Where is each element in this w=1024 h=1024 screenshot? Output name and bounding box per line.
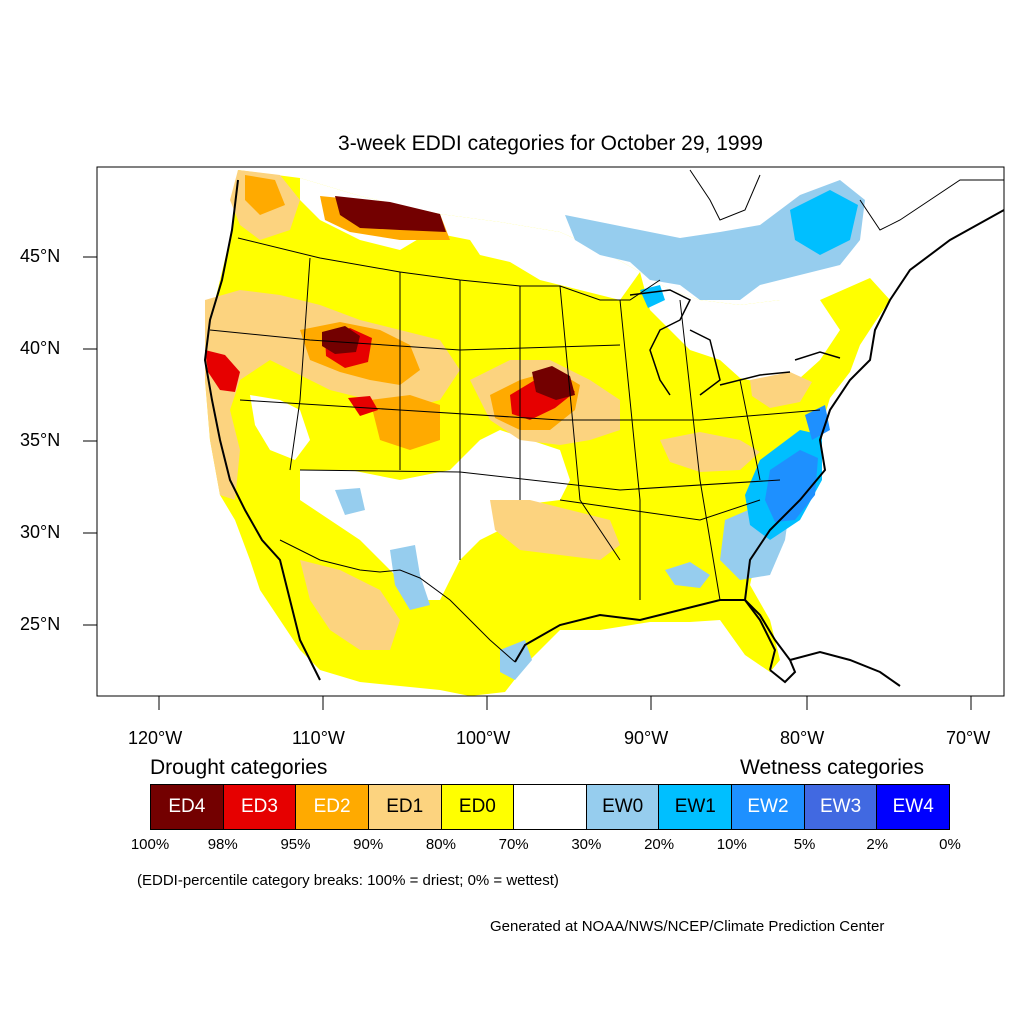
ed4-zone-montana xyxy=(335,196,446,232)
us-mexico-border xyxy=(279,539,516,663)
ed1-zone-south xyxy=(490,500,620,560)
lat-label-30: 30°N xyxy=(20,522,61,542)
ed3-zone-utah xyxy=(348,396,378,416)
ed1-zone-mexico xyxy=(300,560,400,650)
color-legend: ED4 ED3 ED2 ED1 ED0 EW0 EW1 EW2 EW3 EW4 xyxy=(150,784,950,830)
ew1-zone-quebec xyxy=(790,190,858,255)
cuba-coast xyxy=(789,650,901,687)
wetness-heading: Wetness categories xyxy=(740,756,925,779)
map-title: 3-week EDDI categories for October 29, 1… xyxy=(338,132,763,155)
ed4-zone-nebraska xyxy=(532,366,575,400)
legend-break-label: 95% xyxy=(280,836,311,853)
legend-break-label: 20% xyxy=(644,836,675,853)
legend-box-ew1: EW1 xyxy=(659,785,733,829)
ew2-zone-carolinas xyxy=(765,450,818,522)
great-lakes xyxy=(629,289,841,396)
legend-break-label: 0% xyxy=(939,836,961,853)
ew0-zone-mexico xyxy=(390,545,430,610)
lon-label-90w: 90°W xyxy=(624,728,669,748)
legend-break-label: 90% xyxy=(353,836,384,853)
state-line-1 xyxy=(289,257,761,601)
legend-box-ew3: EW3 xyxy=(804,785,878,829)
legend-break-label: 10% xyxy=(716,836,747,853)
ed1-zone-northeast xyxy=(750,372,812,408)
lat-label-45: 45°N xyxy=(20,246,61,266)
legend-box-ew2: EW2 xyxy=(732,785,805,829)
normal-patch-west xyxy=(250,395,310,460)
lon-label-120w: 120°W xyxy=(128,728,183,748)
canada-coast xyxy=(689,169,1004,231)
percentile-note: (EDDI-percentile category breaks: 100% =… xyxy=(137,872,559,889)
boundaries xyxy=(203,169,1004,687)
legend-box-ed1: ED1 xyxy=(368,785,442,829)
lon-label-110w: 110°W xyxy=(292,728,345,748)
legend-break-label: 30% xyxy=(571,836,602,853)
credit-line: Generated at NOAA/NWS/NCEP/Climate Predi… xyxy=(490,918,885,935)
west-coastline xyxy=(203,179,321,681)
map-frame xyxy=(96,166,1005,697)
legend-break-label: 98% xyxy=(207,836,238,853)
legend-box-ed0: ED0 xyxy=(441,785,515,829)
ed1-zone-ohio-valley xyxy=(660,432,760,472)
legend-break-label: 80% xyxy=(425,836,456,853)
east-coastline xyxy=(744,209,1004,601)
ed2-zone-pacific-nw xyxy=(245,175,285,215)
ed3-zone-california xyxy=(205,350,240,392)
legend-break-label: 70% xyxy=(498,836,529,853)
lon-label-80w: 80°W xyxy=(780,728,825,748)
legend-break-label: 5% xyxy=(793,836,816,853)
ed4-zone-wyoming xyxy=(322,326,360,354)
gulf-coastline xyxy=(514,599,777,671)
legend-box-normal xyxy=(514,785,587,829)
legend-box-ew4: EW4 xyxy=(877,785,950,829)
normal-patch-southwest xyxy=(300,430,570,600)
legend-box-ew0: EW0 xyxy=(586,785,660,829)
state-line-2 xyxy=(209,329,821,521)
legend-box-ed4: ED4 xyxy=(151,785,224,829)
lat-label-25: 25°N xyxy=(20,614,61,634)
drought-heading: Drought categories xyxy=(150,756,328,779)
lat-label-35: 35°N xyxy=(20,430,61,450)
legend-box-ed3: ED3 xyxy=(223,785,297,829)
map-field xyxy=(205,170,890,696)
axis-ticks xyxy=(83,256,972,710)
ew0-zone-southwest xyxy=(335,488,365,515)
legend-break-label: 2% xyxy=(866,836,889,853)
lat-label-40: 40°N xyxy=(20,338,61,358)
lon-label-100w: 100°W xyxy=(456,728,511,748)
lon-label-70w: 70°W xyxy=(946,728,991,748)
ew0-zone-gulf xyxy=(665,562,710,588)
legend-box-ed2: ED2 xyxy=(296,785,369,829)
legend-break-label: 100% xyxy=(130,836,170,853)
